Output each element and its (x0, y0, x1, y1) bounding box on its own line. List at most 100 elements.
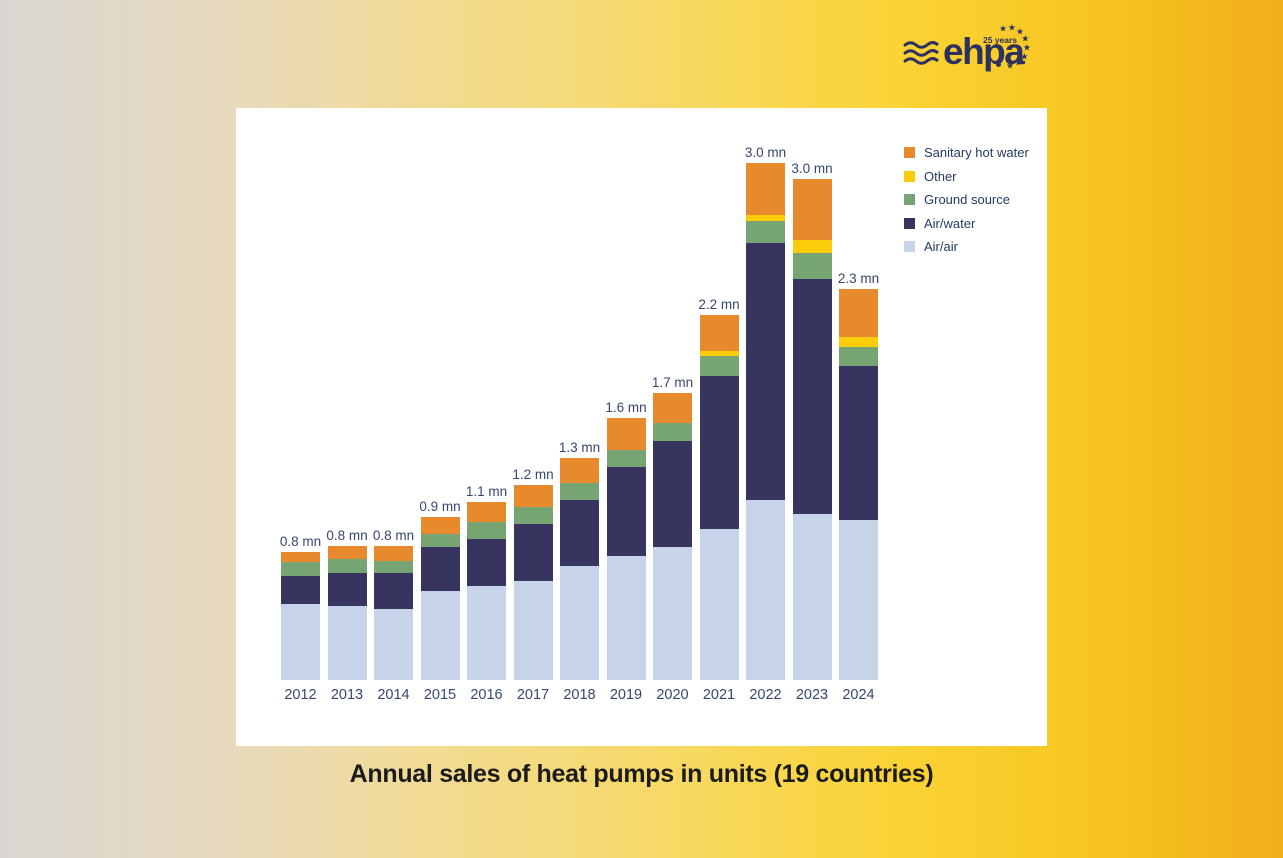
bar-segment-air-water-2012 (281, 575, 320, 605)
bar-2014: 0.8 mn 2014 (373, 150, 414, 703)
eu-star-icon: ★ (999, 23, 1008, 34)
eu-star-icon: ★ (1021, 33, 1030, 44)
bar-segment-air-water-2020 (653, 441, 692, 548)
bar-segment-air-air-2022 (746, 500, 785, 680)
legend-label: Air/air (924, 239, 958, 254)
bar-segment-air-air-2020 (653, 547, 692, 680)
bar-total-label: 1.6 mn (605, 399, 647, 415)
x-axis-label-2014: 2014 (377, 687, 410, 703)
bar-segment-ground-source-2015 (420, 533, 460, 548)
bar-2021: 2.2 mn 2021 (698, 150, 740, 703)
eu-star-icon: ★ (1020, 51, 1029, 61)
bar-segment-air-water-2019 (606, 466, 646, 556)
bar-total-label: 3.0 mn (791, 161, 833, 177)
bar-2017: 1.2 mn 2017 (512, 150, 554, 703)
bar-2020: 1.7 mn 2020 (652, 150, 693, 703)
legend-label: Sanitary hot water (924, 145, 1029, 160)
legend-label: Ground source (924, 192, 1010, 207)
ehpa-anniversary-label: 25 years (983, 35, 1018, 45)
chart-caption: Annual sales of heat pumps in units (19 … (349, 760, 934, 788)
bar-2015: 0.9 mn 2015 (419, 150, 461, 703)
bar-2016: 1.1 mn 2016 (465, 150, 508, 703)
legend-swatch-icon (904, 170, 915, 182)
bar-segment-air-water-2018 (560, 500, 599, 566)
bar-segment-ground-source-2023 (792, 253, 832, 279)
legend-item-air-water: Air/water (904, 216, 1029, 231)
bar-segment-air-air-2017 (513, 580, 553, 680)
bar-segment-air-water-2014 (374, 572, 413, 610)
bar-segment-sanitary-hot-water-2021 (699, 315, 739, 351)
bar-segment-other-2022 (746, 214, 785, 222)
bar-total-label: 2.3 mn (837, 270, 880, 286)
x-axis-label-2012: 2012 (284, 687, 317, 703)
bar-segment-ground-source-2014 (374, 560, 413, 573)
legend-label: Air/water (924, 215, 976, 231)
bar-segment-air-water-2024 (839, 365, 878, 521)
bar-segment-sanitary-hot-water-2018 (560, 458, 599, 484)
bar-2018: 1.3 mn 2018 (558, 150, 601, 703)
x-axis-label-2024: 2024 (842, 687, 875, 703)
bar-segment-sanitary-hot-water-2023 (792, 179, 832, 240)
bar-segment-air-water-2023 (792, 278, 832, 514)
bar-total-label: 1.1 mn (465, 483, 508, 499)
bar-segment-air-air-2019 (606, 555, 646, 680)
eu-star-icon: ★ (1007, 22, 1016, 33)
bar-total-label: 0.9 mn (419, 499, 461, 515)
bar-segment-sanitary-hot-water-2013 (327, 545, 367, 560)
bar-segment-ground-source-2024 (839, 347, 878, 366)
bar-segment-ground-source-2017 (513, 506, 553, 524)
eu-star-icon: ★ (1005, 60, 1015, 71)
x-axis-label-2020: 2020 (656, 687, 689, 703)
bar-segment-air-water-2013 (327, 572, 367, 607)
bar-segment-ground-source-2022 (746, 221, 785, 244)
legend-swatch-icon (904, 147, 915, 158)
legend-swatch-icon (904, 194, 915, 205)
bar-segment-air-air-2016 (467, 585, 506, 680)
bar-segment-ground-source-2012 (281, 562, 320, 576)
bar-total-label: 2.2 mn (698, 297, 740, 313)
x-axis-label-2019: 2019 (609, 687, 643, 703)
bar-2012: 0.8 mn 2012 (280, 150, 321, 703)
eu-star-icon: ★ (1022, 42, 1032, 53)
chart-legend: Sanitary hot water Other Ground source Air/… (904, 145, 1029, 263)
x-axis-label-2015: 2015 (423, 687, 457, 703)
bar-segment-sanitary-hot-water-2015 (420, 517, 460, 534)
legend-item-other: Other (904, 169, 1029, 184)
eu-star-icon: ★ (1014, 57, 1023, 68)
bar-segment-sanitary-hot-water-2024 (839, 288, 878, 338)
bar-segment-sanitary-hot-water-2016 (467, 501, 506, 523)
bar-2023: 3.0 mn 2023 (791, 150, 833, 703)
legend-swatch-icon (904, 241, 915, 252)
bar-segment-air-air-2015 (420, 590, 460, 680)
bar-segment-sanitary-hot-water-2020 (653, 392, 692, 423)
ehpa-wordmark: ehpa (943, 31, 1025, 72)
bar-2013: 0.8 mn 2013 (326, 150, 368, 703)
bar-segment-air-air-2012 (281, 604, 320, 680)
bar-total-label: 1.3 mn (558, 440, 601, 456)
eu-star-icon: ★ (1015, 26, 1024, 37)
bar-segment-air-air-2021 (699, 528, 739, 680)
bar-segment-ground-source-2019 (606, 449, 646, 467)
x-axis-label-2021: 2021 (702, 687, 736, 703)
bar-segment-air-air-2013 (327, 606, 367, 680)
ehpa-dot (996, 62, 1001, 67)
ehpa-logo: ehpa 25 years ★ ★ ★ ★ ★ ★ ★ ★ (903, 20, 1053, 82)
bar-total-label: 1.2 mn (512, 467, 554, 483)
bar-segment-air-water-2016 (467, 538, 506, 586)
bar-segment-air-air-2023 (792, 513, 832, 680)
legend-swatch-icon (904, 217, 915, 229)
bar-chart: 0.8 mn 2012 0.8 mn 2013 0.8 mn 2014 0.9 mn 2015… (280, 145, 880, 703)
bar-segment-sanitary-hot-water-2014 (374, 545, 413, 561)
bar-total-label: 0.8 mn (326, 527, 368, 543)
bar-segment-air-air-2018 (560, 565, 599, 680)
bar-segment-sanitary-hot-water-2022 (746, 162, 785, 215)
x-axis-label-2018: 2018 (563, 687, 596, 703)
bar-segment-ground-source-2020 (653, 422, 692, 442)
legend-item-air-air: Air/air (904, 239, 1029, 254)
bar-segment-other-2021 (699, 350, 739, 356)
legend-item-ground-source: Ground source (904, 192, 1029, 207)
bar-segment-ground-source-2016 (467, 522, 506, 539)
bar-segment-other-2024 (839, 337, 878, 348)
bar-segment-air-water-2021 (699, 375, 739, 529)
chart-panel: 0.8 mn 2012 0.8 mn 2013 0.8 mn 2014 0.9 mn 2015… (236, 108, 1047, 746)
